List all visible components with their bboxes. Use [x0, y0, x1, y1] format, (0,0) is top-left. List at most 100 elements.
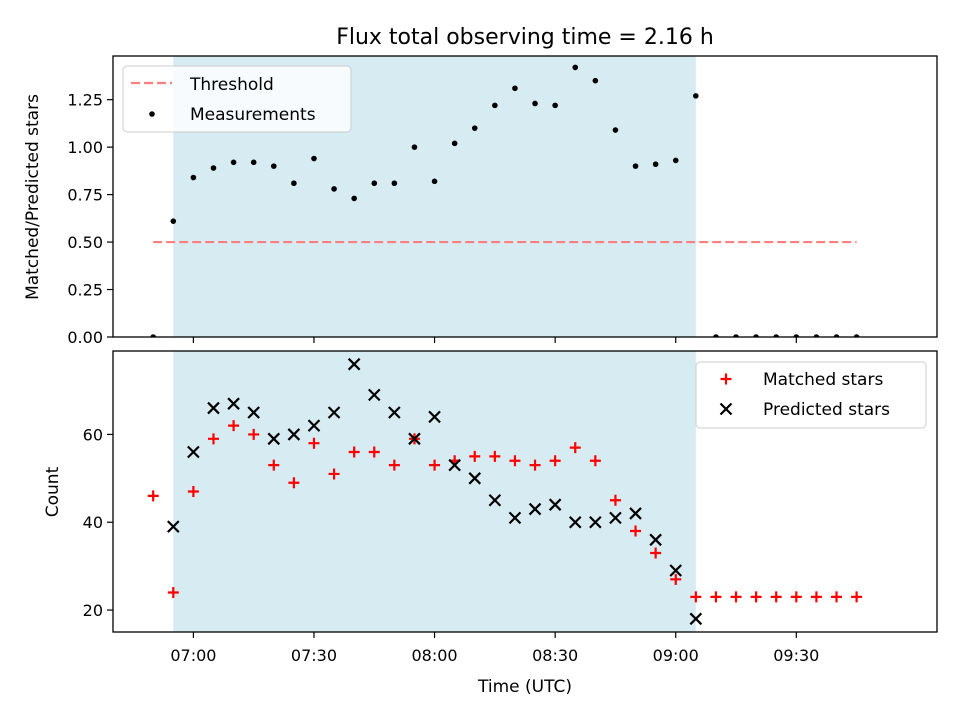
matched-star-point — [348, 446, 360, 458]
matched-star-point — [187, 486, 199, 497]
matched-star-point — [268, 459, 280, 471]
measurement-point — [713, 334, 719, 337]
measurement-point — [411, 144, 418, 150]
predicted-star-point — [187, 445, 200, 459]
predicted-star-point — [327, 406, 341, 419]
y-tick-label: 0.50 — [67, 233, 103, 252]
predicted-star-point — [689, 612, 703, 626]
top-y-axis-label: Matched/Predicted stars — [23, 94, 43, 300]
axes-frame — [112, 350, 938, 633]
predicted-star-point — [367, 388, 381, 402]
measurement-point — [331, 186, 337, 192]
matched-star-point — [790, 591, 802, 603]
y-tick-label: 20 — [83, 601, 103, 620]
y-tick-label: 0.00 — [67, 328, 103, 347]
predicted-star-point — [548, 498, 562, 511]
matched-star-point — [670, 573, 682, 585]
legend-matched-swatch — [720, 373, 732, 385]
matched-star-point — [851, 591, 863, 603]
x-tick-label: 08:30 — [532, 646, 578, 665]
measurement-point — [813, 334, 820, 337]
matched-star-point — [609, 494, 621, 506]
measurement-point — [833, 334, 840, 337]
measurement-point — [210, 165, 217, 171]
matched-star-point — [248, 428, 260, 440]
matched-star-point — [770, 591, 782, 603]
measurement-point — [512, 85, 518, 92]
matched-star-point — [630, 525, 642, 537]
matched-star-point — [529, 459, 541, 471]
matched-star-point — [429, 459, 441, 471]
x-tick-label: 09:00 — [653, 646, 699, 665]
y-tick-label: 40 — [83, 513, 103, 532]
predicted-star-point — [347, 357, 361, 371]
measurement-point — [753, 334, 759, 337]
predicted-star-point — [609, 511, 622, 525]
matched-star-point — [469, 450, 481, 462]
legend-predicted-label: Predicted stars — [763, 400, 890, 420]
measurement-point — [311, 155, 317, 162]
measurement-point — [652, 161, 659, 168]
measurement-point — [230, 159, 237, 166]
x-tick-label: 07:30 — [291, 646, 337, 665]
matched-star-point — [690, 591, 702, 603]
matched-star-point — [650, 547, 662, 559]
measurement-point — [190, 174, 197, 181]
measurement-point — [592, 77, 599, 84]
y-tick-label: 1.00 — [67, 138, 103, 157]
measurement-point — [532, 100, 538, 107]
predicted-star-point — [629, 507, 642, 520]
predicted-star-point — [207, 401, 220, 415]
y-tick-label: 60 — [83, 425, 103, 444]
matched-star-point — [207, 433, 219, 445]
matched-star-point — [589, 455, 601, 467]
matched-star-point — [328, 468, 340, 480]
matched-star-point — [228, 420, 240, 432]
count-panel: 20 40 60 07:00 07:30 08:00 08:30 09:00 09:30 Matc… — [83, 350, 938, 665]
predicted-star-point — [307, 419, 321, 432]
measurement-point — [451, 140, 458, 147]
matched-star-point — [710, 591, 722, 603]
measurement-point — [773, 334, 780, 337]
predicted-star-point — [488, 494, 502, 507]
predicted-star-point — [508, 511, 522, 525]
measurement-point — [391, 180, 398, 187]
plot-area — [147, 357, 863, 626]
matched-star-point — [810, 591, 822, 603]
legend-box — [695, 361, 927, 429]
predicted-star-point — [669, 564, 683, 577]
measurement-point — [270, 163, 277, 169]
y-tick-label: 1.25 — [67, 91, 103, 110]
predicted-star-point — [247, 406, 260, 419]
plot-area — [150, 64, 860, 337]
legend-box — [122, 65, 352, 133]
measurement-point — [632, 163, 639, 169]
x-axis-label: Time (UTC) — [477, 677, 572, 697]
measurement-point — [693, 93, 699, 99]
predicted-star-point — [267, 432, 281, 446]
y-tick-label: 0.25 — [67, 281, 103, 300]
measurement-point — [250, 159, 257, 166]
matched-star-point — [750, 591, 762, 603]
predicted-star-point — [528, 502, 542, 516]
legend-measurement-label: Measurements — [190, 105, 316, 125]
legend: Threshold Measurements — [122, 65, 352, 133]
matched-star-point — [489, 450, 501, 462]
measurement-point — [351, 195, 357, 202]
ratio-panel: 0.00 0.25 0.50 0.75 1.00 1.25 Threshold Measure… — [67, 55, 938, 347]
measurement-point — [150, 334, 156, 337]
predicted-star-point — [589, 515, 602, 529]
bottom-y-axis-label: Count — [43, 466, 63, 517]
matched-star-point — [147, 490, 159, 502]
legend-predicted-swatch — [719, 402, 733, 416]
measurement-point — [471, 125, 478, 131]
legend-threshold-label: Threshold — [189, 75, 274, 95]
predicted-star-point — [649, 533, 662, 547]
measurement-point — [793, 334, 800, 337]
measurement-point — [672, 157, 679, 164]
measurement-point — [371, 180, 378, 187]
measurement-point — [170, 218, 177, 224]
y-tick-label: 0.75 — [67, 186, 103, 205]
predicted-star-point — [408, 432, 421, 446]
matched-star-point — [308, 437, 320, 449]
